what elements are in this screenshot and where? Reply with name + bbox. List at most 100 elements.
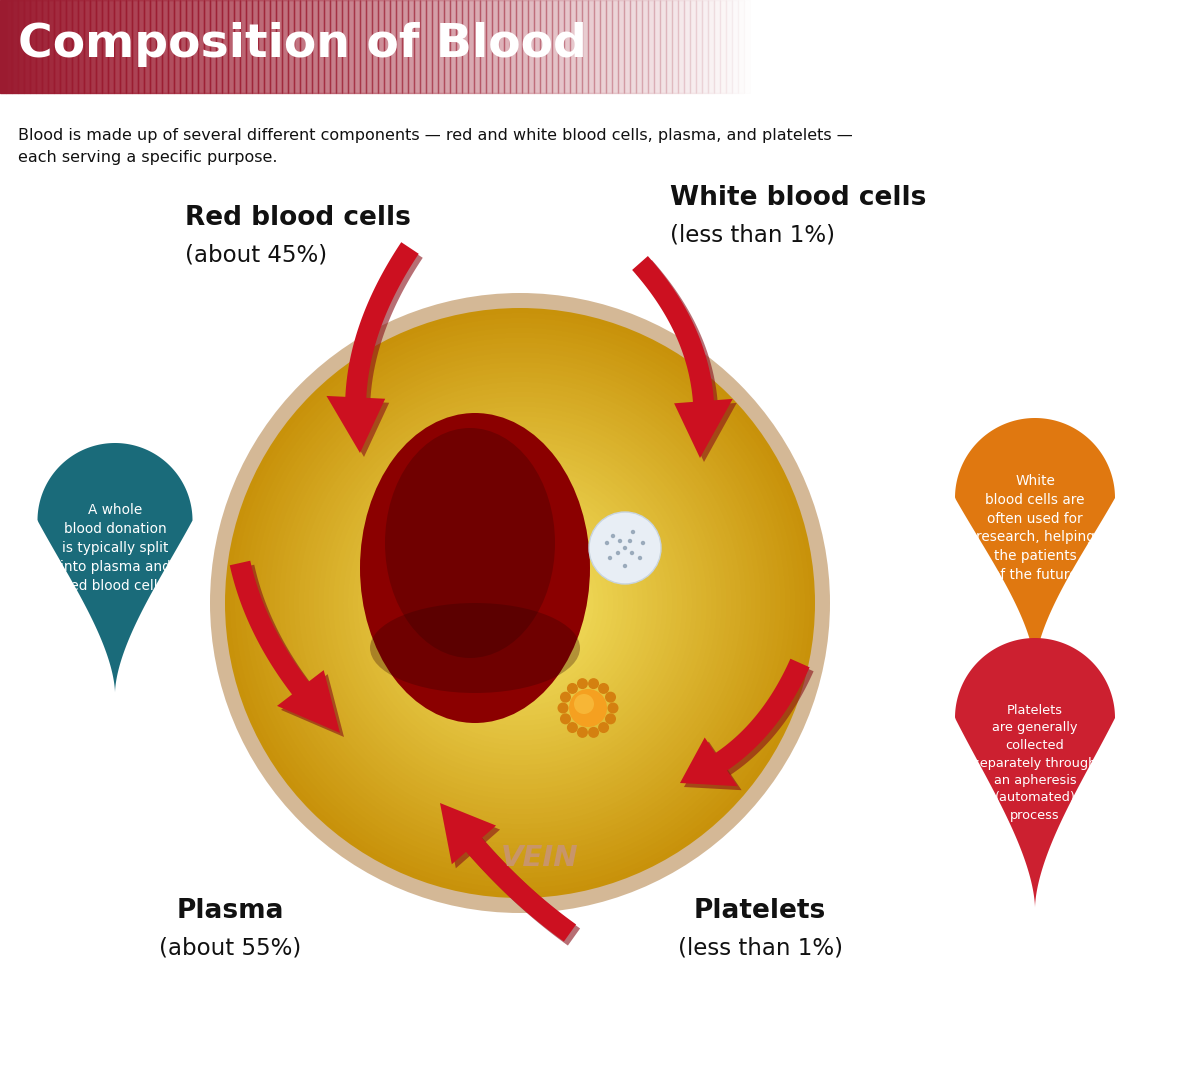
Circle shape [628, 539, 632, 543]
Polygon shape [326, 396, 385, 453]
Bar [186, 0, 192, 93]
Circle shape [505, 588, 535, 618]
Bar [174, 0, 180, 93]
Ellipse shape [360, 413, 590, 723]
Circle shape [607, 556, 612, 560]
Circle shape [313, 397, 726, 809]
Polygon shape [684, 741, 742, 790]
Bar [900, 0, 906, 93]
Bar [150, 0, 156, 93]
Bar [1152, 0, 1158, 93]
Polygon shape [330, 400, 389, 457]
Bar [672, 0, 678, 93]
Circle shape [235, 318, 805, 888]
Circle shape [402, 485, 638, 721]
Bar [222, 0, 228, 93]
Bar [642, 0, 648, 93]
Bar [1128, 0, 1134, 93]
Bar [1044, 0, 1050, 93]
Bar [876, 0, 882, 93]
Circle shape [605, 692, 616, 703]
Bar [552, 0, 558, 93]
Circle shape [388, 470, 653, 736]
Bar [1122, 0, 1128, 93]
Polygon shape [955, 638, 1115, 908]
Bar [198, 0, 204, 93]
Bar [618, 0, 624, 93]
Bar [996, 0, 1002, 93]
Circle shape [618, 539, 623, 543]
Circle shape [383, 466, 658, 740]
Bar [420, 0, 426, 93]
Circle shape [304, 386, 737, 820]
Bar [378, 0, 384, 93]
Bar [1086, 0, 1092, 93]
Bar [1092, 0, 1098, 93]
Bar [108, 0, 114, 93]
Circle shape [500, 584, 540, 622]
Bar [1074, 0, 1080, 93]
Bar [696, 0, 702, 93]
Bar [516, 0, 522, 93]
Bar [906, 0, 912, 93]
Bar [510, 0, 516, 93]
Bar [72, 0, 78, 93]
Circle shape [392, 475, 648, 731]
Bar [870, 0, 876, 93]
Circle shape [308, 392, 732, 814]
Polygon shape [234, 564, 319, 708]
Bar [912, 0, 918, 93]
Bar [360, 0, 366, 93]
Circle shape [456, 539, 584, 667]
Circle shape [588, 726, 599, 738]
Bar [708, 0, 714, 93]
Bar [474, 0, 480, 93]
Bar [888, 0, 894, 93]
Circle shape [338, 421, 702, 785]
Bar [6, 0, 12, 93]
Bar [138, 0, 144, 93]
Circle shape [397, 480, 643, 726]
Bar [312, 0, 318, 93]
Bar [342, 0, 348, 93]
Bar [660, 0, 666, 93]
Bar [270, 0, 276, 93]
Circle shape [446, 529, 594, 677]
Polygon shape [678, 402, 737, 462]
Bar [498, 0, 504, 93]
Polygon shape [349, 246, 422, 412]
Bar [372, 0, 378, 93]
Bar [936, 0, 942, 93]
Bar [774, 0, 780, 93]
Bar [36, 0, 42, 93]
Bar [258, 0, 264, 93]
Bar [840, 0, 846, 93]
Polygon shape [460, 831, 576, 941]
Circle shape [598, 722, 610, 733]
Polygon shape [680, 737, 738, 787]
Bar [330, 0, 336, 93]
Bar [432, 0, 438, 93]
Bar [570, 0, 576, 93]
Circle shape [577, 678, 588, 689]
Bar [414, 0, 420, 93]
Text: Plasma: Plasma [176, 898, 283, 924]
Bar [462, 0, 468, 93]
Bar [96, 0, 102, 93]
Circle shape [605, 714, 616, 724]
Bar [90, 0, 96, 93]
Text: Blood is made up of several different components — red and white blood cells, pl: Blood is made up of several different co… [18, 128, 853, 165]
Circle shape [240, 323, 800, 883]
Bar [930, 0, 936, 93]
Bar [276, 0, 282, 93]
Circle shape [623, 563, 628, 569]
Circle shape [589, 512, 661, 584]
Bar [480, 0, 486, 93]
Bar [690, 0, 696, 93]
Bar [726, 0, 732, 93]
Circle shape [560, 714, 571, 724]
Circle shape [607, 703, 618, 714]
Bar [48, 0, 54, 93]
Circle shape [421, 504, 618, 702]
Bar [1146, 0, 1152, 93]
